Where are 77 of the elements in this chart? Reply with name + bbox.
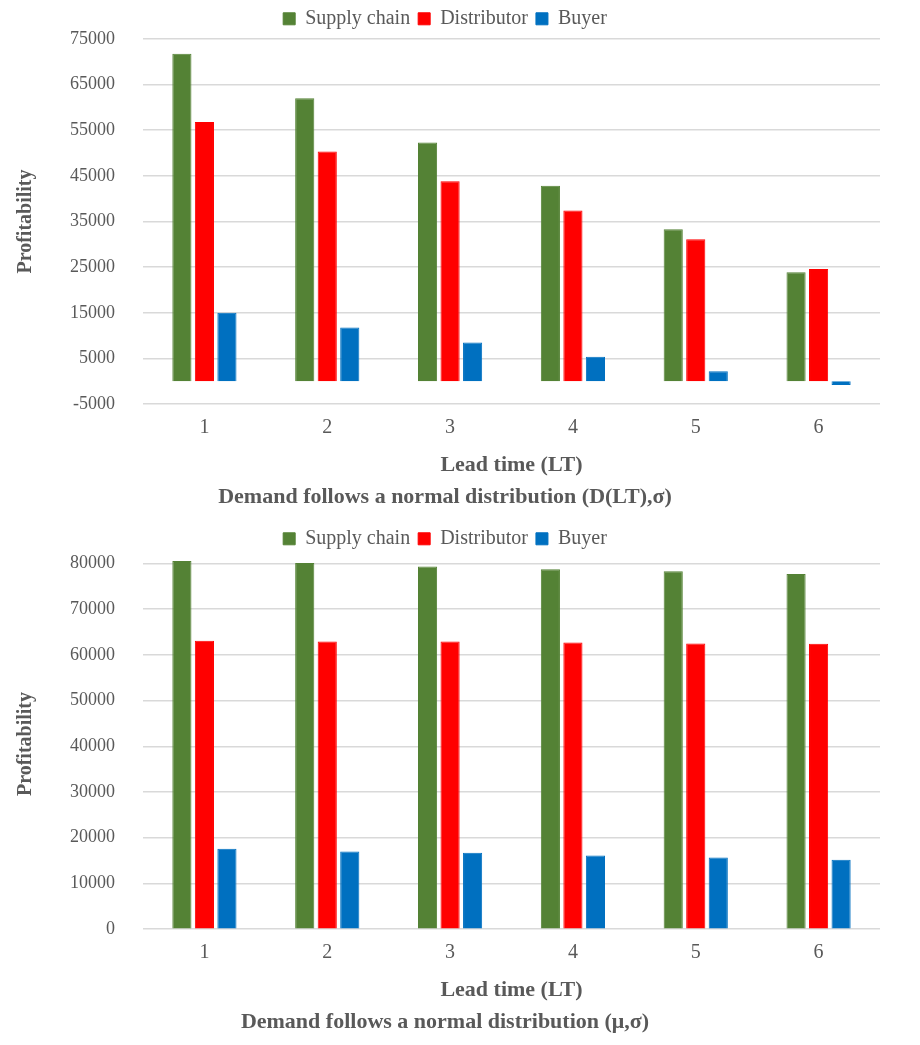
legend-label: Supply chain <box>305 6 411 30</box>
legend-label: Distributor <box>440 526 529 549</box>
bar <box>809 643 829 929</box>
bar <box>786 573 806 929</box>
y-tick-label: 45000 <box>70 164 115 185</box>
y-tick-label: 25000 <box>70 255 115 276</box>
bar <box>417 142 438 382</box>
bar <box>317 151 337 382</box>
text: Demand follows a normal distribution (D(LT),σ) <box>218 483 672 509</box>
bar <box>217 848 237 929</box>
y-tick-label: 75000 <box>70 27 115 48</box>
y-tick-label: 15000 <box>70 301 115 322</box>
x-tick-label: 6 <box>813 940 824 963</box>
text: Demand follows a normal distribution (μ,σ) <box>240 1008 650 1034</box>
bar <box>686 239 706 382</box>
bar <box>295 98 315 382</box>
bar <box>540 569 560 929</box>
x-tick-label: 2 <box>322 940 333 963</box>
bar <box>340 327 360 382</box>
x-tick-label: 3 <box>445 940 456 963</box>
bar <box>172 561 192 929</box>
x-axis-title: Lead time (LT) <box>440 976 583 1002</box>
bar <box>809 269 829 382</box>
bar <box>686 643 706 929</box>
bar <box>317 641 337 929</box>
y-tick-label: 30000 <box>70 780 115 801</box>
y-tick-label: -5000 <box>73 392 115 413</box>
bar <box>217 312 237 382</box>
x-tick-label: 2 <box>322 415 333 438</box>
bar <box>194 121 214 382</box>
y-tick-label: 50000 <box>70 689 115 710</box>
y-tick-label: 60000 <box>70 643 115 664</box>
bar <box>708 371 728 382</box>
legend-label: Buyer <box>557 6 608 30</box>
bar <box>563 642 583 929</box>
bar <box>194 640 214 929</box>
y-tick-label: 0 <box>106 917 115 938</box>
x-tick-label: 3 <box>445 415 456 438</box>
legend-label: Supply chain <box>305 526 411 550</box>
bar <box>663 229 683 382</box>
x-tick-label: 6 <box>813 415 824 438</box>
legend-label: Distributor <box>440 6 529 29</box>
bar <box>463 852 483 929</box>
bar <box>440 641 460 929</box>
y-tick-label: 65000 <box>70 73 115 94</box>
y-tick-label: 70000 <box>70 597 115 618</box>
bar <box>708 857 728 929</box>
legend-label: Buyer <box>557 526 608 550</box>
bar <box>463 342 483 382</box>
x-axis-title: Lead time (LT) <box>440 451 583 477</box>
bar <box>295 562 315 929</box>
bar <box>172 53 192 382</box>
y-axis-title: Profitability <box>13 691 37 797</box>
x-tick-label: 5 <box>690 940 701 963</box>
y-tick-label: 10000 <box>70 872 115 893</box>
bar <box>585 855 606 929</box>
y-tick-label: 40000 <box>70 735 115 756</box>
bar <box>440 181 460 382</box>
bar <box>540 185 560 382</box>
x-tick-label: 4 <box>567 940 578 963</box>
bar <box>831 859 851 929</box>
y-tick-label: 35000 <box>70 210 115 231</box>
x-tick-label: 4 <box>567 415 578 438</box>
bar <box>417 566 438 929</box>
bar <box>563 210 583 382</box>
x-tick-label: 5 <box>690 415 701 438</box>
y-tick-label: 20000 <box>70 826 115 847</box>
x-tick-label: 1 <box>199 415 210 438</box>
y-tick-label: 5000 <box>79 347 115 368</box>
y-tick-label: 55000 <box>70 118 115 139</box>
bar <box>786 272 806 382</box>
y-axis-title: Profitability <box>13 169 37 274</box>
bar <box>340 851 360 929</box>
x-tick-label: 1 <box>199 940 210 963</box>
y-tick-label: 80000 <box>70 552 115 573</box>
bar <box>585 356 606 382</box>
bar <box>663 571 683 929</box>
